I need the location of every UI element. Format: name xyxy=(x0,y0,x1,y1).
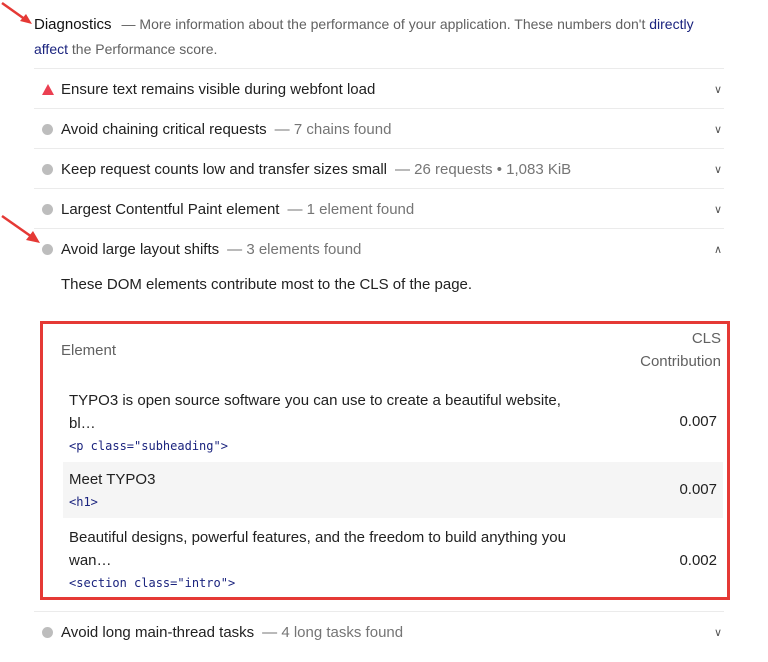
audit-display-value: — 26 requests • 1,083 KiB xyxy=(395,160,572,178)
audit-webfont[interactable]: Ensure text remains visible during webfo… xyxy=(34,68,724,109)
audit-label: Avoid chaining critical requests xyxy=(61,120,267,138)
element-snippet: TYPO3 is open source software you can us… xyxy=(69,392,561,432)
table-row: TYPO3 is open source software you can us… xyxy=(63,386,723,462)
learn-more-link[interactable]: directly affect xyxy=(34,16,694,57)
annotation-arrow-icon xyxy=(1,214,40,243)
audit-display-value: — 1 element found xyxy=(287,200,415,218)
audit-label: Ensure text remains visible during webfo… xyxy=(61,80,376,98)
gray-dot-icon xyxy=(42,626,53,638)
cls-value: 0.002 xyxy=(679,552,717,569)
gray-dot-icon xyxy=(42,243,53,255)
column-header-element: Element xyxy=(61,342,117,359)
element-selector: <p class="subheading"> xyxy=(69,439,228,453)
warning-triangle-icon xyxy=(41,83,54,95)
element-snippet: Beautiful designs, powerful features, an… xyxy=(69,529,566,569)
chevron-down-icon[interactable]: ∨ xyxy=(713,626,722,639)
section-description-end: the Performance score. xyxy=(68,41,218,57)
element-selector: <h1> xyxy=(69,495,98,509)
cls-value: 0.007 xyxy=(679,481,717,498)
audit-lcp-element[interactable]: Largest Contentful Paint element — 1 ele… xyxy=(34,188,724,229)
audit-display-value: — 4 long tasks found xyxy=(262,623,404,641)
chevron-down-icon[interactable]: ∨ xyxy=(713,123,722,136)
gray-dot-icon xyxy=(42,123,53,135)
section-title: Diagnostics xyxy=(34,16,112,33)
table-row: Meet TYPO3 <h1> 0.007 xyxy=(63,462,723,518)
audit-long-tasks[interactable]: Avoid long main-thread tasks — 4 long ta… xyxy=(34,611,724,652)
chevron-down-icon[interactable]: ∨ xyxy=(713,163,722,176)
audit-label: Largest Contentful Paint element xyxy=(61,200,280,218)
audit-display-value: — 7 chains found xyxy=(274,120,392,138)
gray-dot-icon xyxy=(42,163,53,175)
audit-critical-chains[interactable]: Avoid chaining critical requests — 7 cha… xyxy=(34,108,724,149)
cls-value: 0.007 xyxy=(679,413,717,430)
audit-layout-shifts[interactable]: Avoid large layout shifts — 3 elements f… xyxy=(34,228,724,269)
audit-resource-summary[interactable]: Keep request counts low and transfer siz… xyxy=(34,148,724,189)
audit-display-value: — 3 elements found xyxy=(227,240,362,258)
cls-elements-table: Element CLS Contribution TYPO3 is open so… xyxy=(40,321,730,600)
section-description: — More information about the performance… xyxy=(121,16,650,32)
chevron-down-icon[interactable]: ∨ xyxy=(713,203,722,216)
audit-label: Keep request counts low and transfer siz… xyxy=(61,160,387,178)
gray-dot-icon xyxy=(42,203,53,215)
chevron-down-icon[interactable]: ∨ xyxy=(713,83,722,96)
element-selector: <section class="intro"> xyxy=(69,576,236,590)
diagnostics-header: Diagnostics — More information about the … xyxy=(34,12,724,61)
audit-description: These DOM elements contribute most to th… xyxy=(61,276,473,293)
table-row: Beautiful designs, powerful features, an… xyxy=(63,520,723,596)
chevron-up-icon[interactable]: ∧ xyxy=(713,243,722,256)
annotation-arrow-icon xyxy=(1,1,32,24)
column-header-cls: CLS Contribution xyxy=(640,330,721,370)
element-snippet: Meet TYPO3 xyxy=(69,471,156,488)
audit-label: Avoid long main-thread tasks xyxy=(61,623,255,641)
audit-label: Avoid large layout shifts xyxy=(61,240,220,258)
